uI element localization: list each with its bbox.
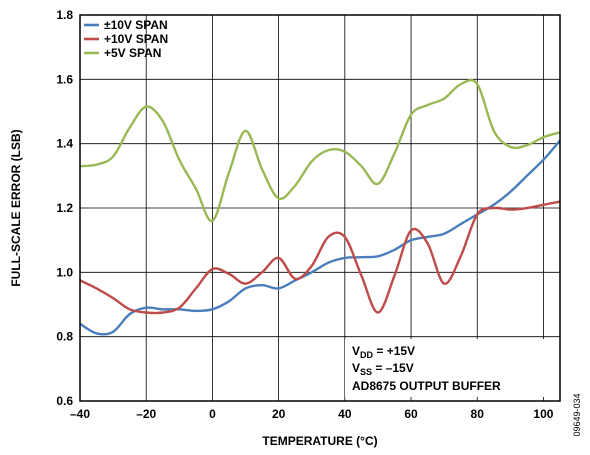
- y-tick-label: 1.8: [56, 8, 73, 22]
- legend: ±10V SPAN+10V SPAN+5V SPAN: [84, 18, 168, 60]
- series-line-2: [80, 200, 560, 315]
- y-tick-label: 0.8: [56, 330, 73, 344]
- vss-annotation: VSS = –15V: [352, 361, 414, 377]
- y-tick-label: 1.0: [56, 265, 73, 279]
- x-tick-label: –20: [136, 407, 156, 421]
- y-axis-label: FULL-SCALE ERROR (LSB): [9, 129, 23, 286]
- y-tick-label: 0.6: [56, 394, 73, 408]
- x-tick-label: 40: [338, 407, 352, 421]
- plot-frame: [79, 14, 561, 402]
- y-tick-label: 1.6: [56, 72, 73, 86]
- annotation-box: [345, 339, 557, 397]
- x-tick-label: 60: [404, 407, 418, 421]
- figure-id: 09649-034: [572, 393, 582, 436]
- series-layer: [80, 78, 560, 336]
- y-tick-label: 1.2: [56, 201, 73, 215]
- legend-label: +10V SPAN: [104, 32, 168, 46]
- vdd-annotation: VDD = +15V: [352, 344, 415, 360]
- y-tick-label: 1.4: [56, 137, 73, 151]
- x-tick-label: 100: [533, 407, 553, 421]
- legend-label: ±10V SPAN: [104, 18, 168, 32]
- legend-label: +5V SPAN: [104, 46, 161, 60]
- x-tick-label: 80: [471, 407, 485, 421]
- series-line-1: [80, 139, 560, 336]
- series-line-3: [80, 78, 560, 223]
- x-tick-label: 20: [272, 407, 286, 421]
- x-axis-label: TEMPERATURE (°C): [262, 434, 377, 448]
- grid-lines: [79, 14, 560, 402]
- x-tick-label: 0: [209, 407, 216, 421]
- x-tick-label: –40: [70, 407, 90, 421]
- y-tick-labels: 0.6 0.8 1.0 1.2 1.4 1.6 1.8: [56, 8, 73, 408]
- device-annotation: AD8675 OUTPUT BUFFER: [352, 379, 501, 393]
- x-tick-labels: –40 –20 0 20 40 60 80 100: [70, 407, 554, 421]
- annotation: VDD = +15V VSS = –15V AD8675 OUTPUT BUFF…: [352, 344, 501, 393]
